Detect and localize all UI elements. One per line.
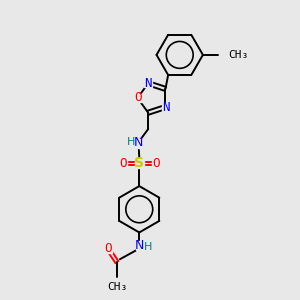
Bar [136,242,151,250]
Text: CH₃: CH₃ [228,50,248,60]
Text: O: O [134,92,141,104]
Text: O: O [119,157,127,170]
Bar [130,140,143,148]
Text: S: S [134,156,144,170]
Bar [119,159,127,167]
Text: H: H [143,242,152,252]
Bar [152,159,160,167]
Bar [134,94,142,102]
Text: N: N [134,136,143,149]
Text: O: O [104,242,112,255]
Text: N: N [135,239,144,252]
Text: O: O [152,157,159,170]
Text: CH₃: CH₃ [107,281,127,292]
Text: H: H [127,137,135,147]
Text: N: N [144,77,152,90]
Text: N: N [162,100,169,114]
Bar [135,159,144,168]
Bar [104,245,112,253]
Bar [145,80,152,87]
Bar [162,103,169,111]
